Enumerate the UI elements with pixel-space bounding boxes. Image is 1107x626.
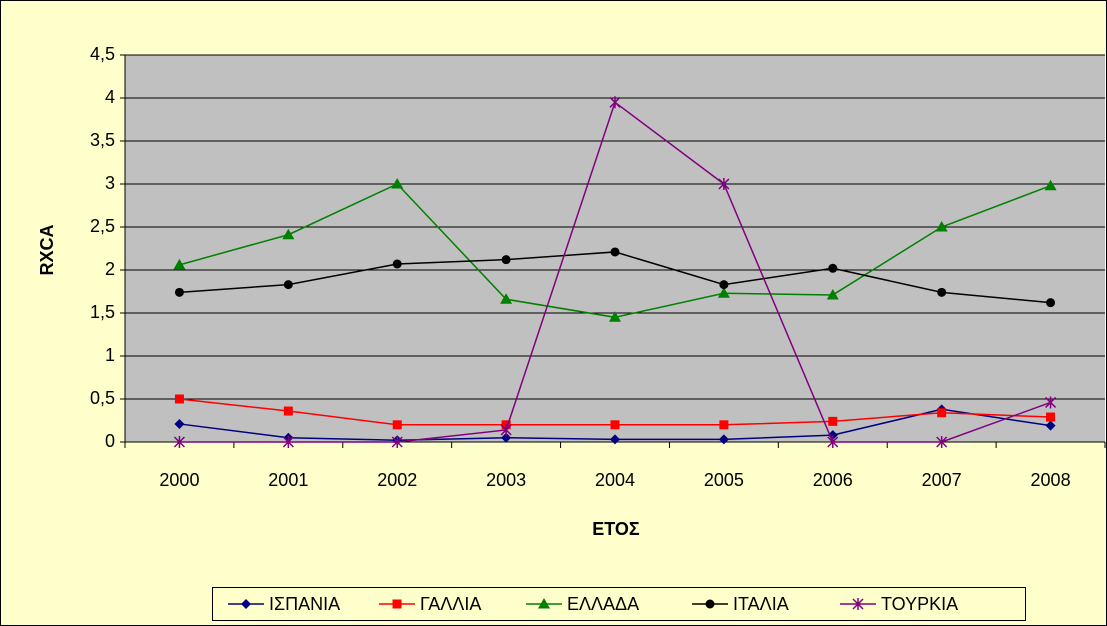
marker [936, 436, 948, 448]
marker [719, 420, 729, 430]
marker [500, 423, 512, 436]
marker [538, 598, 550, 609]
y-tick-label: 4 [105, 87, 115, 107]
marker [1045, 420, 1056, 431]
marker [174, 418, 185, 429]
marker [283, 280, 293, 290]
marker [391, 178, 404, 189]
marker [718, 434, 729, 445]
marker [937, 287, 947, 297]
marker [610, 434, 620, 445]
marker [610, 247, 620, 257]
marker [392, 420, 402, 430]
x-tick-label: 2005 [704, 470, 744, 490]
marker [937, 408, 947, 418]
x-tick-label: 2001 [268, 470, 308, 490]
x-tick-label: 2000 [159, 470, 199, 490]
x-tick-label: 2004 [595, 470, 635, 490]
marker [828, 263, 838, 273]
legend-label: ΓΑΛΛΙΑ [420, 594, 481, 614]
marker [241, 599, 251, 609]
marker [828, 416, 838, 426]
y-tick-label: 3,5 [90, 130, 115, 150]
legend-label: ΙΤΑΛΙΑ [733, 594, 789, 614]
x-tick-label: 2008 [1031, 470, 1071, 490]
marker [609, 311, 621, 322]
marker [173, 258, 186, 270]
y-tick-label: 0 [105, 431, 115, 451]
marker [500, 293, 513, 304]
marker [282, 228, 295, 240]
marker [392, 599, 402, 609]
y-tick-label: 1,5 [90, 302, 115, 322]
marker [718, 178, 730, 190]
marker [827, 436, 839, 448]
marker [174, 394, 184, 404]
marker [852, 598, 864, 610]
marker [826, 288, 839, 300]
legend [212, 587, 1026, 621]
legend-label: ΕΛΛΑΔΑ [567, 594, 639, 614]
marker [609, 96, 621, 109]
x-tick-label: 2007 [922, 470, 962, 490]
y-tick-label: 2 [105, 259, 115, 279]
marker [501, 432, 512, 443]
x-axis-title: ΕΤΟΣ [592, 519, 640, 539]
legend-label: ΤΟΥΡΚΙΑ [881, 594, 958, 614]
y-tick-label: 1 [105, 345, 115, 365]
marker [719, 280, 729, 290]
marker [282, 436, 294, 448]
x-tick-label: 2006 [813, 470, 853, 490]
marker [391, 436, 403, 448]
marker [717, 287, 730, 298]
marker [610, 420, 620, 430]
marker [1045, 396, 1057, 409]
x-tick-label: 2003 [486, 470, 526, 490]
y-tick-label: 2,5 [90, 216, 115, 236]
marker [1046, 298, 1056, 308]
x-tick-label: 2002 [377, 470, 417, 490]
y-tick-label: 4,5 [90, 44, 115, 64]
marker [501, 255, 511, 265]
y-tick-label: 0,5 [90, 388, 115, 408]
y-axis-title: RXCA [37, 224, 57, 275]
marker [705, 599, 715, 609]
marker [173, 436, 185, 448]
marker [935, 221, 948, 232]
legend-label: ΙΣΠΑΝΙΑ [269, 594, 340, 614]
marker [1046, 412, 1056, 422]
y-tick-label: 3 [105, 173, 115, 193]
marker [1044, 179, 1057, 191]
marker [283, 406, 293, 416]
marker [174, 287, 184, 297]
marker [392, 259, 402, 269]
